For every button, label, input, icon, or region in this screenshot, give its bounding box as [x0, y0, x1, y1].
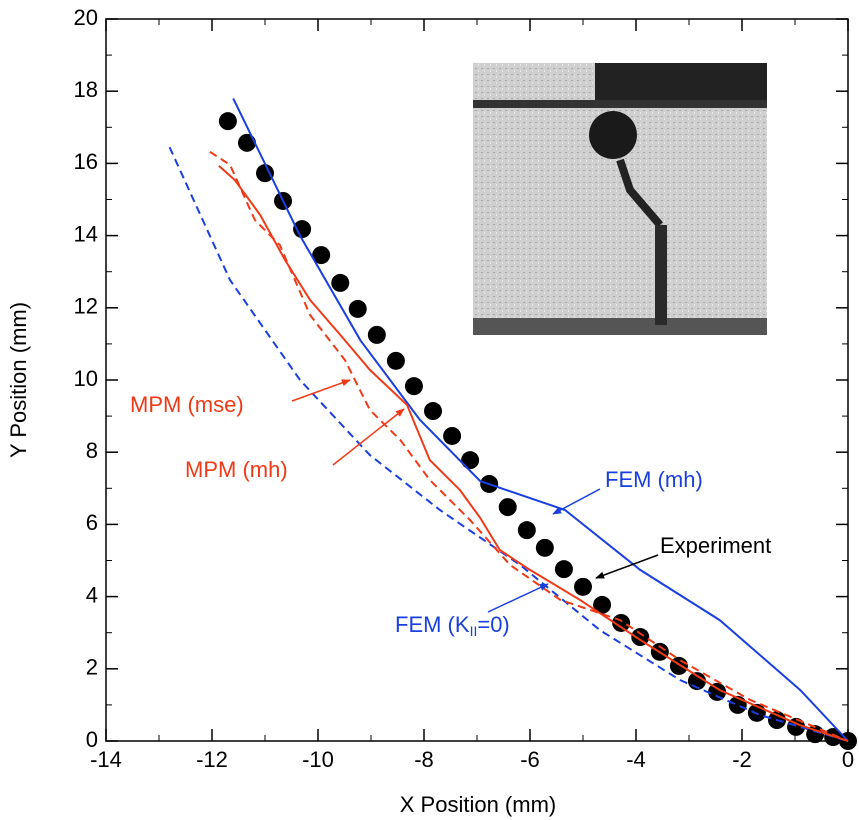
data-point	[312, 246, 331, 265]
y-tick-label: 0	[86, 727, 98, 752]
series-line	[218, 165, 849, 742]
data-point	[708, 682, 727, 701]
annotation: MPM (mse)	[130, 392, 244, 417]
data-point	[535, 538, 554, 557]
annotation: MPM (mh)	[185, 457, 288, 482]
data-point	[367, 325, 386, 344]
annotation-arrow	[595, 554, 659, 579]
annotation-arrow	[487, 583, 549, 613]
y-tick-label: 18	[74, 77, 98, 102]
data-point	[574, 577, 592, 596]
data-point	[293, 220, 312, 239]
annotation-part: MPM (mse)	[130, 392, 244, 417]
series-line	[209, 150, 849, 742]
x-axis-label: X Position (mm)	[400, 792, 556, 817]
y-tick-label: 20	[74, 5, 98, 30]
x-tick-label: 0	[842, 747, 854, 772]
inset-photo	[473, 63, 767, 335]
annotation-arrow	[552, 488, 601, 515]
annotation-part: =0)	[477, 612, 509, 637]
data-point	[256, 164, 274, 183]
data-point	[348, 299, 367, 318]
y-tick-label: 16	[74, 149, 98, 174]
annotation: FEM (KII=0)	[395, 612, 510, 639]
data-point	[631, 628, 650, 647]
y-tick-label: 4	[86, 582, 98, 607]
data-point	[331, 273, 350, 292]
data-point	[237, 133, 256, 152]
x-tick-label: -12	[196, 747, 228, 772]
y-tick-label: 10	[74, 366, 98, 391]
y-tick-label: 2	[86, 655, 98, 680]
data-point	[218, 112, 237, 131]
annotation-part: FEM (K	[395, 612, 470, 637]
y-tick-label: 14	[74, 221, 98, 246]
annotation-part: Experiment	[660, 533, 771, 558]
data-point	[593, 595, 612, 614]
data-point	[517, 521, 536, 540]
annotation: Experiment	[660, 533, 771, 558]
y-tick-label: 6	[86, 510, 98, 535]
data-point	[443, 426, 462, 445]
data-point	[498, 498, 517, 517]
y-tick-label: 12	[74, 294, 98, 319]
annotation-part: MPM (mh)	[185, 457, 288, 482]
series-line	[232, 97, 849, 742]
x-tick-label: -10	[302, 747, 334, 772]
x-tick-label: -4	[626, 747, 646, 772]
annotation-arrow	[291, 379, 351, 402]
x-tick-label: -14	[90, 747, 122, 772]
x-tick-label: -8	[414, 747, 434, 772]
annotation-part: FEM (mh)	[605, 467, 703, 492]
data-point	[554, 560, 573, 579]
data-point	[461, 451, 480, 470]
y-tick-label: 8	[86, 438, 98, 463]
annotation-part: II	[470, 623, 478, 639]
x-tick-label: -6	[520, 747, 540, 772]
data-point	[386, 351, 405, 370]
y-axis-label: Y Position (mm)	[6, 302, 31, 458]
series-line	[168, 146, 849, 742]
data-point	[404, 377, 423, 396]
annotation: FEM (mh)	[605, 467, 703, 492]
data-point	[424, 402, 443, 421]
annotation-arrow	[332, 408, 405, 466]
x-tick-label: -2	[732, 747, 752, 772]
